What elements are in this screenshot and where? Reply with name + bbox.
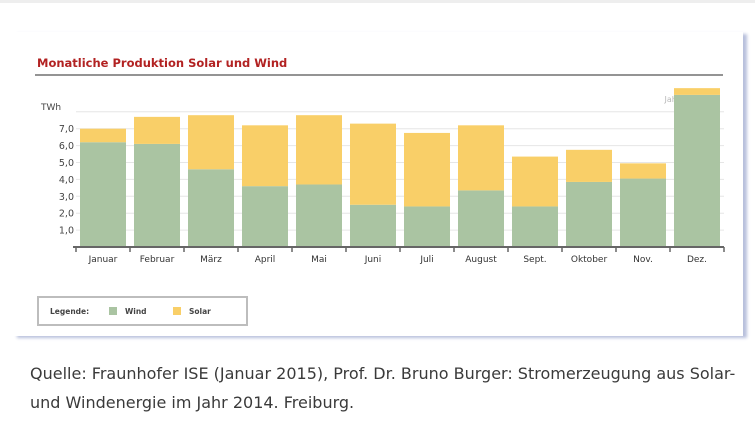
x-tick-label: März [200, 255, 222, 265]
bar-solar [242, 125, 288, 187]
bar-wind [458, 190, 504, 247]
x-tick-label: Sept. [523, 255, 546, 265]
bar-wind [80, 142, 126, 247]
x-tick-label: Januar [88, 255, 118, 265]
y-tick-label: 5,0 [59, 158, 74, 169]
bar-solar [404, 132, 450, 207]
bar-solar [674, 88, 720, 95]
source-caption: Quelle: Fraunhofer ISE (Januar 2015), Pr… [30, 364, 736, 412]
x-tick-label: Februar [140, 255, 175, 265]
x-tick-label: August [465, 255, 497, 265]
bar-wind [674, 94, 720, 248]
y-tick-label: 1,0 [59, 226, 74, 237]
bar-wind [512, 206, 558, 247]
bar-solar [458, 125, 504, 191]
bar-solar [620, 163, 666, 179]
bar-wind [242, 186, 288, 247]
y-axis-label: TWh [40, 103, 61, 113]
legend-title: Legende: [50, 307, 89, 316]
legend-swatch-solar [173, 307, 181, 315]
y-tick-label: 6,0 [59, 141, 74, 152]
x-tick-label: Nov. [633, 255, 653, 265]
bar-solar [350, 123, 396, 205]
bar-wind [134, 143, 180, 247]
y-tick-label: 4,0 [59, 175, 74, 186]
bar-solar [296, 115, 342, 185]
x-tick-label: April [255, 255, 276, 265]
x-tick-label: Dez. [687, 255, 707, 265]
bar-wind [296, 184, 342, 247]
legend-swatch-wind [109, 307, 117, 315]
x-tick-label: Juli [419, 255, 433, 265]
bar-solar [512, 156, 558, 207]
bar-wind [404, 206, 450, 247]
x-tick-label: Oktober [571, 255, 608, 265]
bar-wind [620, 178, 666, 247]
bar-solar [134, 116, 180, 144]
bar-solar [566, 149, 612, 182]
bar-solar [188, 115, 234, 170]
legend-label: Wind [125, 307, 147, 316]
bar-wind [350, 204, 396, 247]
x-tick-label: Mai [311, 255, 327, 265]
legend-label: Solar [189, 307, 211, 316]
chart-card: Monatliche Produktion Solar und Wind 1,0… [13, 32, 743, 336]
top-divider [0, 0, 755, 3]
bar-wind [566, 181, 612, 247]
y-tick-label: 2,0 [59, 209, 74, 220]
x-tick-label: Juni [364, 255, 382, 265]
legend-box [37, 296, 248, 326]
bar-solar [80, 128, 126, 143]
bar-wind [188, 169, 234, 247]
y-tick-label: 7,0 [59, 124, 74, 135]
chart-title: Monatliche Produktion Solar und Wind [37, 56, 288, 70]
y-tick-label: 3,0 [59, 192, 74, 203]
